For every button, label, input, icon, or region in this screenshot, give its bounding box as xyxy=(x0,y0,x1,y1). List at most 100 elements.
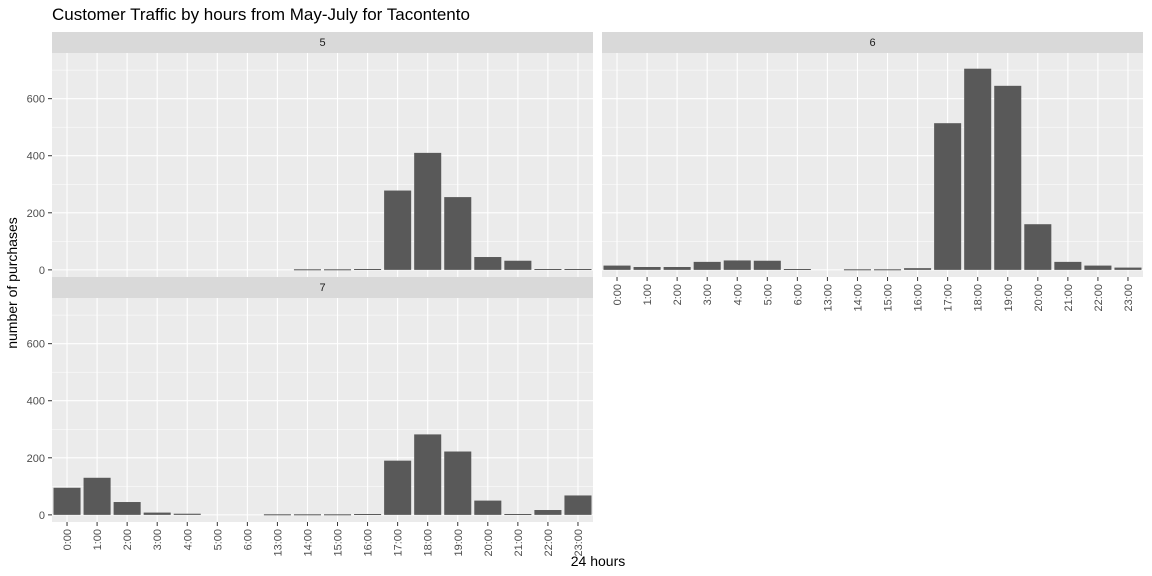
x-tick-label: 19:00 xyxy=(1003,284,1015,312)
panels-layer: 5 0 200 400 600 6 0:00 1:00 2:00 3:00 4:00 5:00 6:00… xyxy=(27,32,1143,557)
x-tick-label: 16:00 xyxy=(363,529,375,557)
x-tick-label: 23:00 xyxy=(1123,284,1135,312)
bar-17:00 xyxy=(384,190,412,270)
x-tick-label: 19:00 xyxy=(453,529,465,557)
x-tick-label: 13:00 xyxy=(822,284,834,312)
bar-15:00 xyxy=(874,269,902,271)
facet-panel-7: 7 0 200 400 600 0:00 1:00 2:00 3:00 4:00 5:00 6:00 1… xyxy=(27,277,593,557)
y-tick-label: 0 xyxy=(39,265,45,277)
bar-23:00 xyxy=(564,269,592,271)
x-tick-label: 5:00 xyxy=(762,284,774,305)
bar-6:00 xyxy=(783,269,811,271)
x-tick-label: 18:00 xyxy=(973,284,985,312)
x-tick-label: 6:00 xyxy=(242,529,254,550)
bar-5:00 xyxy=(753,260,781,270)
y-tick-label: 200 xyxy=(27,208,45,220)
bar-20:00 xyxy=(474,500,502,515)
facet-strip-label: 7 xyxy=(319,282,325,294)
bar-16:00 xyxy=(904,268,932,270)
bar-2:00 xyxy=(663,267,691,270)
x-tick-label: 4:00 xyxy=(732,284,744,305)
x-tick-label: 14:00 xyxy=(302,529,314,557)
bar-18:00 xyxy=(414,152,442,270)
bar-19:00 xyxy=(994,85,1022,270)
bar-4:00 xyxy=(173,513,201,515)
bar-0:00 xyxy=(53,487,81,515)
bar-19:00 xyxy=(444,197,472,270)
bar-21:00 xyxy=(504,514,532,516)
y-tick-label: 0 xyxy=(39,510,45,522)
bar-18:00 xyxy=(414,434,442,515)
x-tick-label: 17:00 xyxy=(393,529,405,557)
bar-3:00 xyxy=(143,512,171,515)
bar-22:00 xyxy=(534,269,562,271)
bar-22:00 xyxy=(1084,265,1112,270)
x-axis-title: 24 hours xyxy=(571,553,625,569)
x-tick-label: 0:00 xyxy=(62,529,74,550)
bar-16:00 xyxy=(354,269,382,271)
chart-title: Customer Traffic by hours from May-July … xyxy=(52,5,470,24)
y-tick-label: 600 xyxy=(27,94,45,106)
y-tick-label: 400 xyxy=(27,396,45,408)
x-tick-label: 23:00 xyxy=(573,529,585,557)
x-tick-label: 21:00 xyxy=(1063,284,1075,312)
bar-1:00 xyxy=(83,477,111,515)
bar-18:00 xyxy=(964,68,992,270)
bar-17:00 xyxy=(934,123,962,270)
bar-0:00 xyxy=(603,265,631,270)
bar-15:00 xyxy=(324,269,352,271)
panel-background xyxy=(52,298,593,522)
bar-19:00 xyxy=(444,451,472,515)
bar-22:00 xyxy=(534,510,562,515)
y-tick-label: 200 xyxy=(27,453,45,465)
bar-23:00 xyxy=(1114,267,1142,270)
x-tick-label: 22:00 xyxy=(1093,284,1105,312)
x-tick-label: 1:00 xyxy=(642,284,654,305)
x-tick-label: 14:00 xyxy=(852,284,864,312)
bar-2:00 xyxy=(113,502,141,515)
facet-panel-6: 6 0:00 1:00 2:00 3:00 4:00 5:00 6:00 13:00 14:00 1… xyxy=(602,32,1143,312)
bar-17:00 xyxy=(384,460,412,515)
panel-background xyxy=(602,53,1143,277)
bar-15:00 xyxy=(324,514,352,516)
facet-strip-label: 5 xyxy=(319,37,325,49)
y-tick-label: 400 xyxy=(27,151,45,163)
bar-21:00 xyxy=(504,260,532,270)
bar-23:00 xyxy=(564,495,592,515)
y-axis-title: number of purchases xyxy=(4,217,20,349)
x-tick-label: 2:00 xyxy=(122,529,134,550)
x-tick-label: 18:00 xyxy=(423,529,435,557)
x-tick-label: 20:00 xyxy=(483,529,495,557)
bar-14:00 xyxy=(293,514,321,516)
bar-3:00 xyxy=(693,261,721,270)
x-tick-label: 21:00 xyxy=(513,529,525,557)
bar-16:00 xyxy=(354,514,382,516)
x-tick-label: 20:00 xyxy=(1033,284,1045,312)
facet-strip xyxy=(52,32,593,53)
x-tick-label: 4:00 xyxy=(182,529,194,550)
facet-panel-5: 5 0 200 400 600 xyxy=(27,32,593,277)
x-tick-label: 15:00 xyxy=(333,529,345,557)
x-tick-label: 2:00 xyxy=(672,284,684,305)
facet-strip xyxy=(602,32,1143,53)
x-tick-label: 1:00 xyxy=(92,529,104,550)
x-tick-label: 0:00 xyxy=(612,284,624,305)
x-tick-label: 22:00 xyxy=(543,529,555,557)
bar-1:00 xyxy=(633,267,661,270)
bar-13:00 xyxy=(263,514,291,516)
x-tick-label: 5:00 xyxy=(212,529,224,550)
bar-14:00 xyxy=(293,269,321,271)
facet-strip xyxy=(52,277,593,298)
facet-strip-label: 6 xyxy=(869,37,875,49)
bar-20:00 xyxy=(1024,224,1052,270)
bar-14:00 xyxy=(843,269,871,271)
x-tick-label: 3:00 xyxy=(702,284,714,305)
bar-21:00 xyxy=(1054,261,1082,270)
bar-4:00 xyxy=(723,260,751,270)
x-tick-label: 6:00 xyxy=(792,284,804,305)
y-tick-label: 600 xyxy=(27,339,45,351)
x-tick-label: 15:00 xyxy=(883,284,895,312)
panel-background xyxy=(52,53,593,277)
bar-20:00 xyxy=(474,257,502,270)
